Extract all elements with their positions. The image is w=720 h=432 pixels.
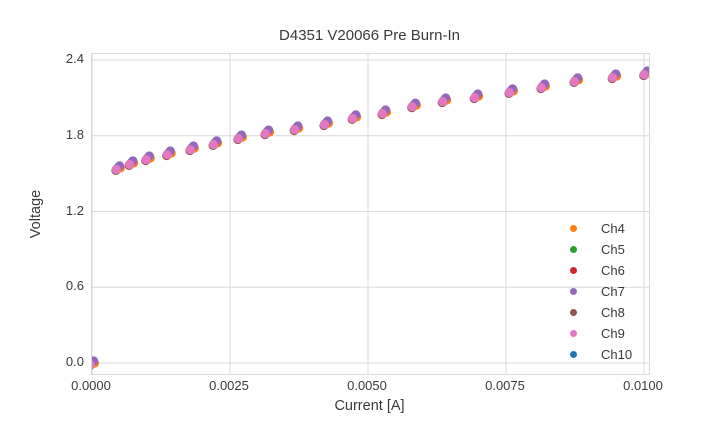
- legend-marker-icon: [570, 225, 577, 232]
- legend-marker-icon: [570, 267, 577, 274]
- data-point: [348, 113, 358, 124]
- x-tick-label: 0.0100: [623, 378, 663, 393]
- legend-label: Ch8: [601, 305, 625, 320]
- y-tick-label: 0.0: [65, 354, 84, 369]
- legend-marker-icon: [570, 330, 577, 337]
- x-tick-label: 0.0000: [71, 378, 111, 393]
- legend-item-ch10[interactable]: Ch10: [560, 344, 632, 365]
- data-point: [233, 134, 243, 144]
- data-point: [470, 93, 480, 103]
- chart-title: D4351 V20066 Pre Burn-In: [279, 27, 460, 44]
- legend-marker-icon: [570, 309, 577, 316]
- legend-label: Ch6: [601, 263, 625, 278]
- data-point: [92, 360, 95, 369]
- data-point: [438, 97, 448, 107]
- legend-marker-icon: [570, 351, 577, 358]
- data-point: [260, 129, 270, 139]
- legend-item-ch4[interactable]: Ch4: [560, 218, 632, 239]
- legend-item-ch6[interactable]: Ch6: [560, 260, 632, 281]
- data-point: [377, 109, 387, 119]
- legend-label: Ch10: [601, 347, 633, 362]
- data-point: [639, 70, 649, 80]
- data-point: [407, 102, 417, 112]
- y-tick-label: 2.4: [65, 51, 84, 66]
- legend-label: Ch7: [601, 284, 625, 299]
- legend-item-ch8[interactable]: Ch8: [560, 302, 632, 323]
- data-point: [162, 150, 172, 160]
- data-point: [185, 145, 195, 155]
- x-tick-label: 0.0075: [485, 378, 525, 393]
- y-tick-label: 1.8: [65, 126, 84, 142]
- y-axis-label: Voltage: [28, 189, 44, 239]
- data-point: [569, 76, 580, 87]
- y-tick-label: 0.6: [65, 278, 84, 294]
- legend-label: Ch4: [601, 221, 625, 236]
- legend: Ch4 Ch5 Ch6 Ch7 Ch8 Ch9 Ch10: [560, 218, 632, 365]
- data-point: [608, 73, 618, 83]
- data-point: [504, 87, 514, 98]
- x-tick-label: 0.0050: [347, 378, 387, 393]
- legend-item-ch7[interactable]: Ch7: [560, 281, 632, 302]
- data-point: [125, 159, 135, 170]
- legend-label: Ch5: [601, 242, 625, 257]
- data-point: [141, 155, 151, 165]
- legend-marker-icon: [570, 288, 577, 295]
- x-tick-label: 0.0025: [209, 378, 249, 393]
- data-point: [208, 139, 219, 150]
- data-point: [111, 164, 121, 175]
- legend-item-ch5[interactable]: Ch5: [560, 239, 632, 260]
- x-axis-label: Current [A]: [334, 398, 405, 414]
- legend-item-ch9[interactable]: Ch9: [560, 323, 632, 344]
- legend-marker-icon: [570, 246, 577, 253]
- data-point: [536, 83, 546, 93]
- data-point: [290, 125, 300, 135]
- plot-area[interactable]: [91, 53, 650, 375]
- plot-svg: [92, 54, 649, 374]
- data-point: [319, 120, 329, 130]
- y-tick-label: 1.2: [65, 202, 84, 218]
- legend-label: Ch9: [601, 326, 625, 341]
